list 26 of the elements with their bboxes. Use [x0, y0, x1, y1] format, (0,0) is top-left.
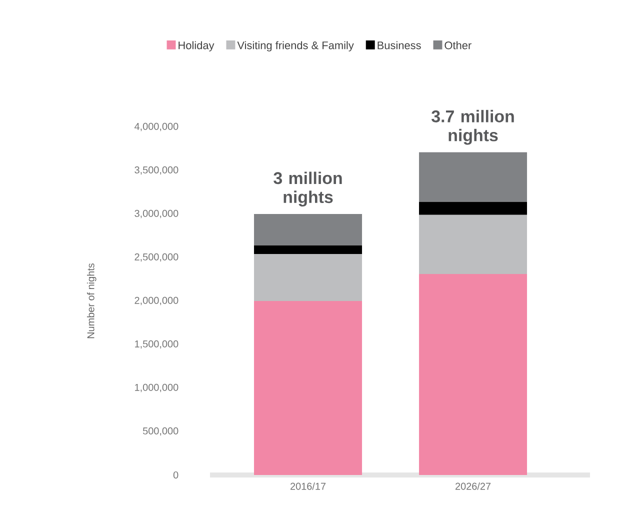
- legend-label: Holiday: [178, 41, 214, 52]
- bar: [419, 202, 528, 215]
- y-axis-title: Number of nights: [86, 263, 96, 338]
- y-tick-label: 3,000,000: [134, 210, 178, 218]
- y-tick-label: 0: [173, 471, 178, 479]
- y-tick-label: 1,500,000: [135, 340, 178, 349]
- bar: [419, 152, 528, 202]
- total-label: 3.7 million nights: [432, 110, 514, 145]
- bar: [254, 300, 362, 475]
- bar: [419, 214, 528, 274]
- y-tick-label: 2,000,000: [134, 296, 178, 306]
- bar: [254, 245, 362, 254]
- x-tick-label: 2016/17: [290, 482, 326, 490]
- legend-label: Other: [444, 41, 472, 50]
- y-tick-label: 4,000,000: [134, 122, 178, 132]
- y-tick-label: 1,000,000: [135, 384, 178, 392]
- y-tick-label: 3,500,000: [134, 166, 178, 175]
- y-tick-label: 500,000: [142, 427, 178, 436]
- bar: [254, 254, 362, 301]
- bar: [254, 214, 362, 246]
- y-tick-label: 2,500,000: [134, 253, 178, 262]
- x-tick-label: 2026/27: [456, 482, 491, 490]
- total-label: 3 million nights: [274, 172, 342, 206]
- legend-label: Business: [378, 41, 421, 50]
- legend-label: Visiting friends & Family: [237, 41, 354, 52]
- bar: [419, 274, 528, 475]
